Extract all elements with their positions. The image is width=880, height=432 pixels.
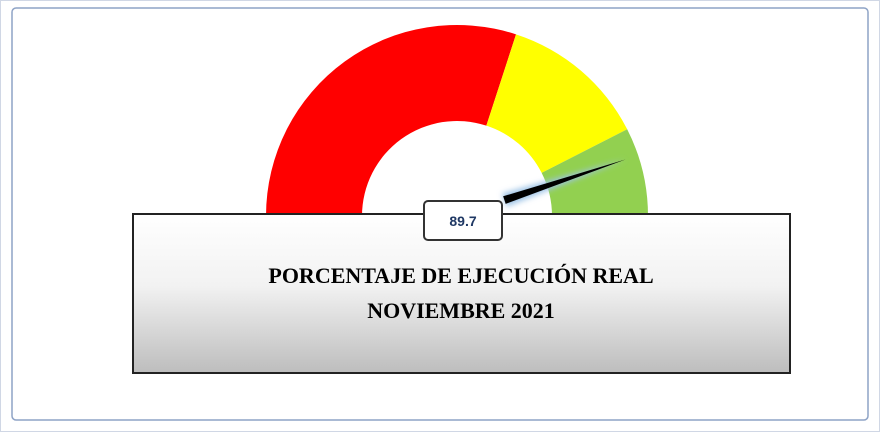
chart-title: PORCENTAJE DE EJECUCIÓN REAL (268, 263, 653, 288)
gauge-band (266, 24, 517, 217)
needle (503, 159, 626, 204)
gauge-band (486, 34, 628, 173)
needle-glow (502, 159, 626, 207)
chart-subtitle: NOVIEMBRE 2021 (367, 298, 555, 323)
value-label: 89.7 (449, 213, 476, 229)
value-box (423, 200, 503, 241)
gauge-band (541, 129, 648, 216)
